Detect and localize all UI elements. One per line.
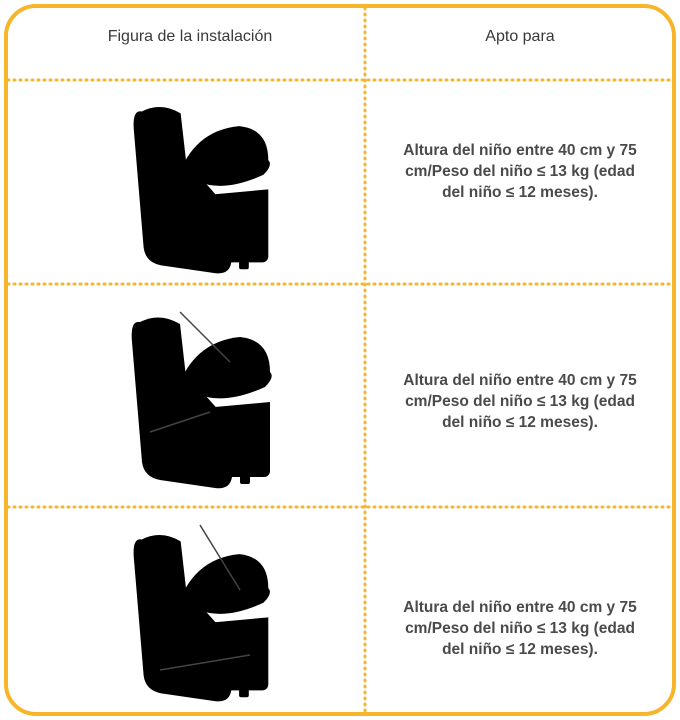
suitability-text: Altura del niño entre 40 cm y 75 cm/Peso… (403, 372, 637, 431)
seat-illustration (120, 311, 290, 492)
header-cell: Figura de la instalación (107, 28, 273, 45)
row-cell: Altura del niño entre 40 cm y 75 cm/Peso… (385, 140, 655, 203)
seat-illustration (120, 92, 290, 277)
seat-illustration (120, 524, 290, 705)
dividers (6, 6, 674, 714)
row-cell: Altura del niño entre 40 cm y 75 cm/Peso… (385, 370, 655, 433)
suitability-text: Altura del niño entre 40 cm y 75 cm/Peso… (403, 599, 637, 658)
row-cell: Altura del niño entre 40 cm y 75 cm/Peso… (385, 597, 655, 660)
outer-border (4, 4, 676, 716)
header-cell: Apto para (485, 28, 555, 45)
suitability-text: Altura del niño entre 40 cm y 75 cm/Peso… (403, 142, 637, 201)
